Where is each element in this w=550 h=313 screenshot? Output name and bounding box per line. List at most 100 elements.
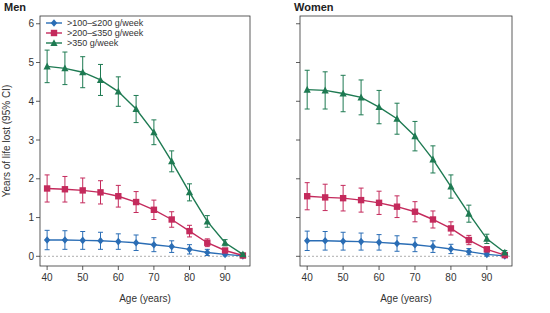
marker	[62, 186, 68, 192]
marker	[322, 194, 328, 200]
marker	[133, 239, 139, 247]
error-cap	[484, 243, 489, 244]
error-cap	[341, 232, 346, 233]
error-bar	[134, 192, 139, 213]
legend-label: >200–≤350 g/week	[67, 28, 144, 38]
error-bar	[412, 238, 417, 252]
error-cap	[412, 201, 417, 202]
error-cap	[466, 244, 471, 245]
error-cap	[45, 174, 50, 175]
error-cap	[169, 171, 174, 172]
error-cap	[305, 70, 310, 71]
error-cap	[116, 76, 121, 77]
error-cap	[323, 109, 328, 110]
x-tick	[307, 266, 308, 270]
error-cap	[466, 205, 471, 206]
error-cap	[448, 253, 453, 254]
panel: Men0123456405060708090Age (years)Years o…	[1, 1, 250, 304]
error-cap	[45, 249, 50, 250]
marker	[447, 183, 454, 190]
x-tick-label: 90	[220, 272, 232, 283]
marker	[186, 246, 192, 254]
marker	[322, 87, 329, 94]
marker	[62, 236, 68, 244]
error-bar	[395, 236, 400, 252]
background	[0, 0, 550, 313]
error-cap	[359, 233, 364, 234]
error-cap	[98, 95, 103, 96]
error-cap	[484, 234, 489, 235]
error-cap	[169, 240, 174, 241]
error-bar	[448, 244, 453, 253]
error-cap	[116, 233, 121, 234]
error-bar	[151, 238, 156, 252]
marker	[322, 237, 328, 245]
x-tick-label: 90	[481, 272, 493, 283]
marker	[376, 200, 382, 206]
error-cap	[430, 252, 435, 253]
y-tick	[36, 217, 40, 218]
error-cap	[151, 251, 156, 252]
error-cap	[98, 64, 103, 65]
error-cap	[341, 111, 346, 112]
marker	[115, 193, 121, 199]
error-bar	[430, 241, 435, 253]
error-cap	[187, 200, 192, 201]
error-cap	[430, 172, 435, 173]
y-tick	[36, 62, 40, 63]
error-bar	[323, 184, 328, 210]
error-cap	[395, 251, 400, 252]
error-cap	[412, 237, 417, 238]
error-cap	[62, 202, 67, 203]
error-cap	[466, 235, 471, 236]
x-tick	[379, 266, 380, 270]
error-bar	[45, 230, 50, 249]
x-tick	[414, 266, 415, 270]
marker	[358, 238, 364, 246]
marker	[430, 216, 436, 222]
marker	[115, 88, 122, 95]
y-tick-label: 1	[28, 212, 34, 223]
legend-marker	[51, 30, 57, 36]
zero-line	[40, 256, 250, 257]
error-cap	[377, 191, 382, 192]
error-cap	[62, 52, 67, 53]
x-tick	[486, 266, 487, 270]
marker	[465, 210, 472, 217]
error-cap	[187, 253, 192, 254]
marker	[44, 185, 50, 191]
error-cap	[98, 180, 103, 181]
marker	[394, 240, 400, 248]
marker	[358, 197, 364, 203]
marker	[186, 228, 192, 234]
error-cap	[45, 202, 50, 203]
legend-marker	[50, 39, 57, 46]
error-cap	[45, 82, 50, 83]
error-cap	[323, 184, 328, 185]
error-cap	[377, 234, 382, 235]
error-bar	[448, 222, 453, 235]
error-cap	[430, 210, 435, 211]
error-cap	[323, 231, 328, 232]
panel-title: Men	[4, 1, 26, 13]
error-cap	[80, 87, 85, 88]
marker	[357, 94, 364, 101]
error-cap	[134, 95, 139, 96]
error-bar	[305, 183, 310, 210]
error-cap	[80, 178, 85, 179]
error-cap	[323, 250, 328, 251]
error-cap	[448, 198, 453, 199]
error-cap	[323, 71, 328, 72]
error-cap	[80, 202, 85, 203]
error-cap	[134, 191, 139, 192]
error-cap	[377, 123, 382, 124]
error-cap	[305, 209, 310, 210]
error-bar	[466, 235, 471, 244]
error-cap	[412, 150, 417, 151]
x-tick-label: 40	[302, 272, 314, 283]
marker	[466, 248, 472, 256]
error-bar	[169, 212, 174, 228]
error-bar	[45, 175, 50, 202]
error-bar	[116, 234, 121, 250]
error-bar	[116, 185, 121, 207]
